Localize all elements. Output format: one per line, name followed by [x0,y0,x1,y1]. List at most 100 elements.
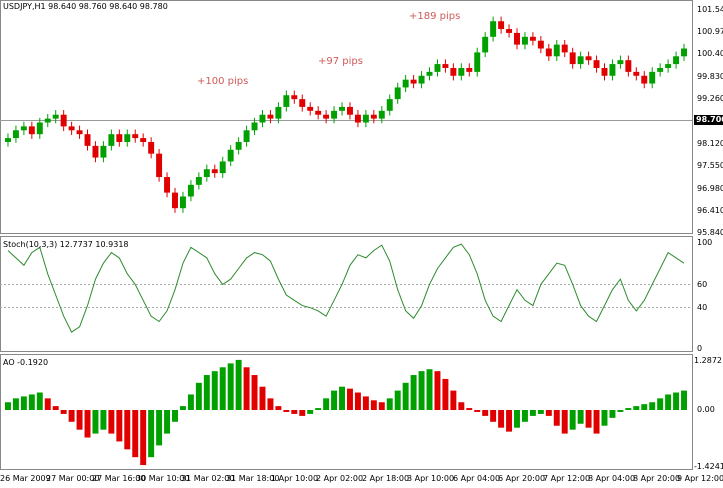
time-tick: 8 Apr 04:00 [588,474,636,483]
candle-body [394,87,401,100]
ao-bar [474,410,481,412]
candle-body [378,110,385,119]
ao-bar [307,410,314,414]
ao-bar [267,398,274,410]
candle-body [633,71,640,76]
candle-body [68,126,75,131]
ao-bar [100,410,107,430]
ao-bar [187,394,194,410]
pips-annotation-2: +97 pips [318,56,363,67]
candle-body [331,110,338,119]
ao-bar [28,394,35,410]
stoch-tick: 60 [697,280,708,289]
candle-body [267,114,274,119]
time-tick: 27 Mar 16:00 [92,474,146,483]
price-tick: 100.970 [697,27,723,36]
price-tick: 95.840 [697,228,723,237]
candle-body [466,67,473,72]
ao-bar [585,410,592,428]
ao-bar [609,410,616,418]
candle-body [593,60,600,68]
time-tick: 7 Apr 12:00 [543,474,591,483]
candle-body [227,149,234,162]
candle-body [681,48,687,57]
candle-body [458,67,465,76]
ao-bar [498,410,505,428]
candle-body [585,56,592,61]
candle-body [243,130,250,142]
ao-bar [5,402,11,410]
time-tick: 2 Apr 18:00 [362,474,410,483]
ao-bar [52,406,59,410]
stoch-pane-frame [0,236,693,352]
time-tick: 1 Apr 10:00 [271,474,319,483]
candle-body [148,141,155,154]
candle-body [259,114,266,123]
candle-body [299,99,306,107]
ao-bar [124,410,131,450]
candle-body [529,36,536,41]
candle-body [553,44,560,57]
candle-body [418,75,425,84]
price-tick: 98.120 [697,139,723,148]
candle-body [641,75,648,84]
ao-bar [20,396,27,410]
ao-bar [60,410,67,414]
ao-bar [68,410,75,422]
ao-bar [458,402,465,410]
time-tick: 30 Mar 10:00 [136,474,190,483]
candle-body [20,126,27,131]
stoch-tick: 40 [697,303,708,312]
ao-bar [179,406,186,410]
candle-body [52,114,59,119]
ao-bar [442,378,449,410]
ao-bar [203,375,210,410]
stoch-tick: 0 [697,344,703,353]
ao-bar [633,406,640,410]
ao-bar [315,408,322,410]
time-tick: 6 Apr 04:00 [453,474,501,483]
ao-bar [299,410,306,416]
ao-bar [172,410,178,422]
ao-bar [227,363,234,410]
ao-bar [354,392,361,410]
candle-body [211,169,218,174]
candle-body [108,134,115,146]
candle-body [323,114,330,119]
candle-body [187,184,194,197]
ao-bar [593,410,600,434]
price-tick: 97.550 [697,161,723,170]
current-price-tag: 98.700 [694,115,723,125]
price-tick: 99.260 [697,94,723,103]
ao-bar [275,406,282,410]
ao-bar [195,382,202,410]
ao-bar [156,410,163,446]
ao-bar [506,410,513,432]
ao-bar [235,359,242,410]
candle-body [179,196,186,209]
ao-bar [482,410,489,416]
candle-body [362,114,369,123]
ao-tick: -1.4241 [694,462,723,471]
candle-body [649,71,656,84]
price-tick: 99.830 [697,72,723,81]
candle-body [354,114,361,123]
ao-bar [402,382,409,410]
ao-bar [211,371,218,410]
symbol-info: USDJPY,H1 98.640 98.760 98.640 98.780 [3,2,168,11]
ao-bar [521,410,528,422]
ao-bar [108,410,115,434]
candle-body [426,71,433,76]
candle-body [60,114,67,127]
ao-bar [386,398,393,410]
ao-bar [132,410,139,458]
candle-body [116,134,123,142]
candle-body [577,56,584,65]
candle-body [12,130,19,139]
ao-tick: 0.00 [697,405,715,414]
candle-body [537,40,544,49]
ao-bar [219,367,226,410]
ao-bar [537,410,544,414]
